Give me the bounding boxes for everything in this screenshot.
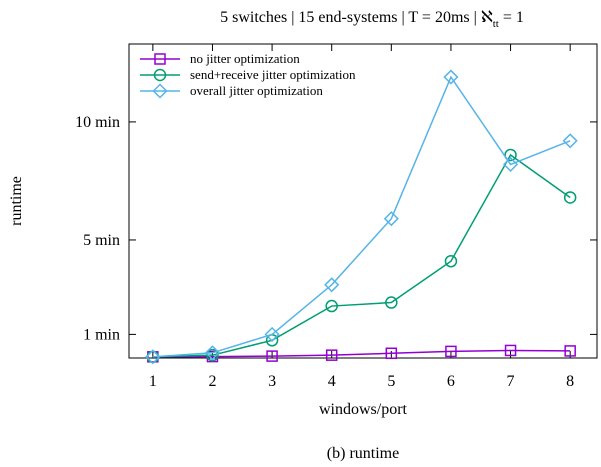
data-point bbox=[383, 211, 399, 227]
data-point bbox=[324, 277, 340, 293]
legend-label: overall jitter optimization bbox=[190, 83, 323, 98]
y-tick-label: 1 min bbox=[83, 326, 120, 343]
data-point bbox=[563, 191, 577, 204]
legend-label: no jitter optimization bbox=[190, 51, 300, 66]
data-point bbox=[325, 349, 338, 361]
data-point bbox=[443, 69, 459, 85]
series-line bbox=[152, 153, 571, 358]
series-diamond bbox=[145, 69, 578, 365]
series-line bbox=[152, 75, 571, 358]
x-tick-label: 1 bbox=[149, 373, 157, 390]
chart-title: 5 switches | 15 end-systems | T = 20ms |… bbox=[220, 9, 524, 30]
legend-label: send+receive jitter optimization bbox=[190, 67, 356, 82]
data-point bbox=[564, 345, 576, 357]
data-point bbox=[204, 345, 221, 361]
plot-series bbox=[145, 69, 578, 365]
y-tick-label: 5 min bbox=[83, 232, 120, 249]
x-tick-label: 3 bbox=[268, 373, 276, 390]
data-point bbox=[145, 349, 161, 365]
data-point bbox=[504, 148, 517, 162]
data-point bbox=[206, 348, 219, 362]
data-point bbox=[266, 350, 278, 362]
legend-marker bbox=[153, 68, 167, 82]
x-tick-label: 5 bbox=[387, 373, 395, 390]
data-point bbox=[325, 299, 338, 313]
y-axis: 1 min 5 min 10 min bbox=[75, 114, 597, 343]
x-tick-label: 7 bbox=[507, 373, 515, 390]
series-circle bbox=[146, 148, 577, 364]
x-axis: 1 2 3 4 5 6 7 8 bbox=[149, 44, 574, 390]
legend-marker bbox=[152, 83, 168, 99]
data-point bbox=[504, 344, 517, 357]
x-axis-label: windows/port bbox=[319, 401, 408, 418]
legend-entry: overall jitter optimization bbox=[140, 83, 323, 99]
series-line bbox=[152, 349, 571, 358]
legend-entry: no jitter optimization bbox=[140, 51, 300, 66]
x-tick-label: 2 bbox=[208, 373, 216, 390]
data-point bbox=[444, 254, 458, 268]
data-point bbox=[445, 345, 457, 358]
data-point bbox=[385, 296, 398, 309]
x-tick-label: 6 bbox=[447, 373, 455, 390]
data-point bbox=[562, 133, 578, 149]
data-point bbox=[502, 156, 519, 172]
plot-frame bbox=[128, 43, 598, 359]
x-tick-label: 8 bbox=[566, 373, 574, 390]
data-point bbox=[385, 347, 398, 360]
y-axis-label: runtime bbox=[8, 176, 25, 226]
figure-caption: (b) runtime bbox=[327, 445, 399, 462]
x-tick-label: 4 bbox=[328, 373, 336, 390]
legend-marker bbox=[154, 53, 166, 65]
data-point bbox=[264, 326, 280, 342]
y-tick-label: 10 min bbox=[75, 114, 120, 131]
legend-entry: send+receive jitter optimization bbox=[140, 67, 356, 82]
